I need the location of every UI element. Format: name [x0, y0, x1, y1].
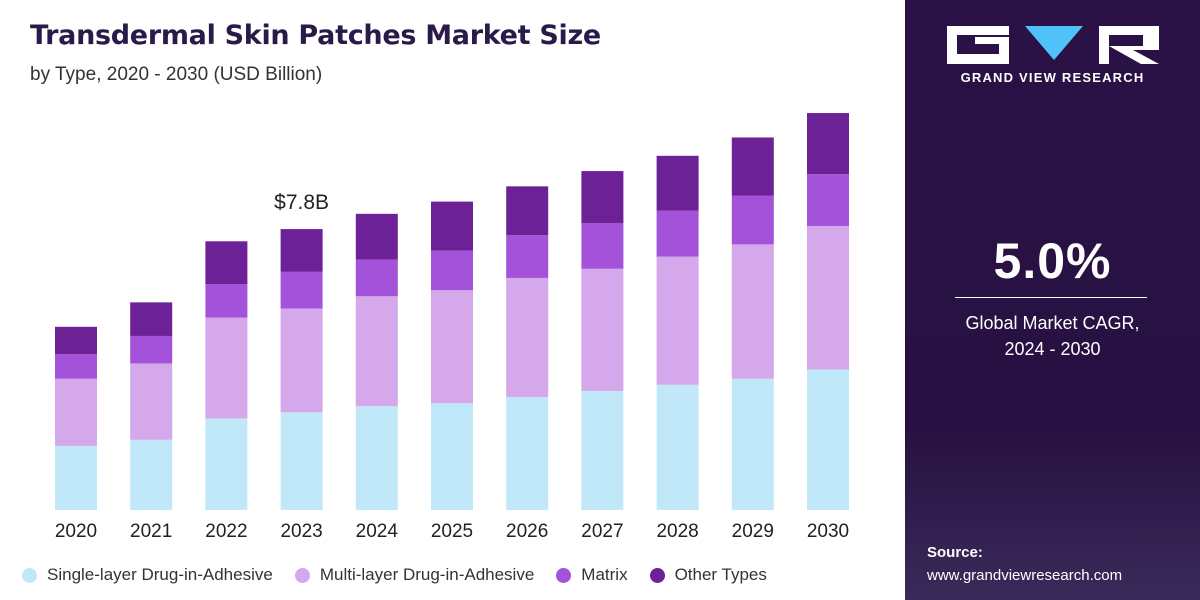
bar-segment-2030-multi-layer-drug-in-adhesive — [807, 226, 849, 370]
bar-segment-2025-other-types — [431, 201, 473, 251]
bar-segment-2021-other-types — [130, 302, 173, 336]
bar-segment-2026-multi-layer-drug-in-adhesive — [506, 277, 549, 398]
x-tick-label-2023: 2023 — [280, 521, 322, 542]
source-label: Source: — [927, 544, 983, 561]
cagr-label-line2: 2024 - 2030 — [1004, 339, 1101, 359]
bar-segment-2023-matrix — [280, 271, 323, 309]
bar-segment-2024-other-types — [355, 213, 398, 260]
cagr-label: Global Market CAGR, 2024 - 2030 — [905, 310, 1200, 362]
legend-label: Matrix — [581, 565, 628, 584]
info-panel: GRAND VIEW RESEARCH 5.0% Global Market C… — [905, 0, 1200, 600]
bar-segment-2028-matrix — [656, 210, 699, 257]
bar-segment-2023-multi-layer-drug-in-adhesive — [280, 308, 323, 413]
bar-segment-2027-multi-layer-drug-in-adhesive — [581, 268, 624, 391]
bar-segment-2028-other-types — [656, 155, 699, 211]
bar-segment-2028-multi-layer-drug-in-adhesive — [656, 256, 699, 385]
x-tick-label-2029: 2029 — [732, 521, 774, 542]
bar-segment-2020-single-layer-drug-in-adhesive — [55, 445, 97, 510]
cagr-label-line1: Global Market CAGR, — [965, 313, 1140, 333]
x-tick-label-2024: 2024 — [356, 521, 399, 542]
bar-segment-2025-matrix — [431, 250, 473, 291]
bar-segment-2021-multi-layer-drug-in-adhesive — [130, 363, 173, 440]
bar-segment-2020-other-types — [55, 326, 97, 355]
x-tick-label-2028: 2028 — [656, 521, 698, 542]
grand-view-research-logo — [947, 26, 1159, 64]
legend-item-other-types: Other Types — [649, 565, 767, 585]
bar-segment-2020-matrix — [55, 354, 97, 379]
chart-legend: Single-layer Drug-in-Adhesive Multi-layer… — [22, 561, 767, 589]
bar-segment-2030-matrix — [807, 174, 849, 227]
bar-segment-2024-single-layer-drug-in-adhesive — [355, 406, 398, 510]
bar-segment-2024-matrix — [355, 259, 398, 297]
bar-segment-2027-matrix — [581, 222, 624, 269]
cagr-divider — [955, 297, 1147, 298]
bar-segment-2028-single-layer-drug-in-adhesive — [656, 384, 699, 510]
x-tick-label-2026: 2026 — [506, 521, 548, 542]
bar-segment-2026-single-layer-drug-in-adhesive — [506, 397, 549, 510]
bar-segment-2021-single-layer-drug-in-adhesive — [130, 439, 173, 510]
legend-swatch — [294, 567, 310, 583]
bar-segment-2022-matrix — [205, 284, 248, 318]
legend-label: Multi-layer Drug-in-Adhesive — [319, 565, 535, 584]
bar-segment-2025-single-layer-drug-in-adhesive — [431, 403, 473, 510]
bar-segment-2027-single-layer-drug-in-adhesive — [581, 390, 624, 510]
bar-segment-2023-single-layer-drug-in-adhesive — [280, 412, 323, 510]
cagr-value: 5.0% — [993, 233, 1112, 289]
bar-segment-2026-matrix — [506, 235, 549, 278]
legend-label: Single-layer Drug-in-Adhesive — [47, 565, 273, 584]
x-tick-label-2025: 2025 — [431, 521, 473, 542]
value-annotation-2023: $7.8B — [274, 191, 329, 214]
legend-swatch — [22, 567, 37, 583]
brand-name: GRAND VIEW RESEARCH — [960, 70, 1145, 85]
legend-item-matrix: Matrix — [556, 565, 628, 585]
x-tick-label-2021: 2021 — [130, 521, 172, 542]
bar-segment-2024-multi-layer-drug-in-adhesive — [355, 296, 398, 407]
legend-label: Other Types — [674, 565, 767, 584]
stacked-bar-chart: 2020 2021 2022 2023 $7.8B 2024 2025 2026 2027 202… — [55, 113, 849, 542]
x-tick-label-2020: 2020 — [55, 521, 97, 542]
bar-segment-2026-other-types — [506, 186, 549, 236]
chart-title: Transdermal Skin Patches Market Size — [30, 20, 601, 51]
bar-segment-2030-other-types — [807, 113, 849, 175]
bar-segment-2022-multi-layer-drug-in-adhesive — [205, 317, 248, 419]
bar-segment-2023-other-types — [280, 229, 323, 272]
x-tick-label-2027: 2027 — [581, 521, 623, 542]
bar-segment-2021-matrix — [130, 335, 173, 364]
legend-item-single-layer-drug-in-adhesive: Single-layer Drug-in-Adhesive — [22, 565, 273, 585]
source-link[interactable]: www.grandviewresearch.com — [927, 567, 1123, 584]
bar-segment-2029-matrix — [731, 195, 774, 245]
bar-segment-2025-multi-layer-drug-in-adhesive — [431, 290, 473, 404]
legend-swatch — [649, 567, 665, 583]
legend-swatch — [556, 567, 572, 583]
bar-segment-2030-single-layer-drug-in-adhesive — [807, 369, 849, 510]
bar-segment-2022-single-layer-drug-in-adhesive — [205, 418, 248, 510]
chart-subtitle: by Type, 2020 - 2030 (USD Billion) — [30, 64, 323, 85]
panel-background-fade — [905, 430, 1200, 600]
x-tick-label-2030: 2030 — [807, 521, 849, 542]
legend-item-multi-layer-drug-in-adhesive: Multi-layer Drug-in-Adhesive — [294, 565, 535, 585]
bar-segment-2022-other-types — [205, 241, 248, 285]
bar-segment-2029-single-layer-drug-in-adhesive — [731, 378, 774, 510]
bar-segment-2029-multi-layer-drug-in-adhesive — [731, 244, 774, 379]
bar-segment-2027-other-types — [581, 171, 624, 223]
x-tick-label-2022: 2022 — [205, 521, 247, 542]
bar-segment-2020-multi-layer-drug-in-adhesive — [55, 378, 97, 446]
bar-segment-2029-other-types — [731, 137, 774, 196]
